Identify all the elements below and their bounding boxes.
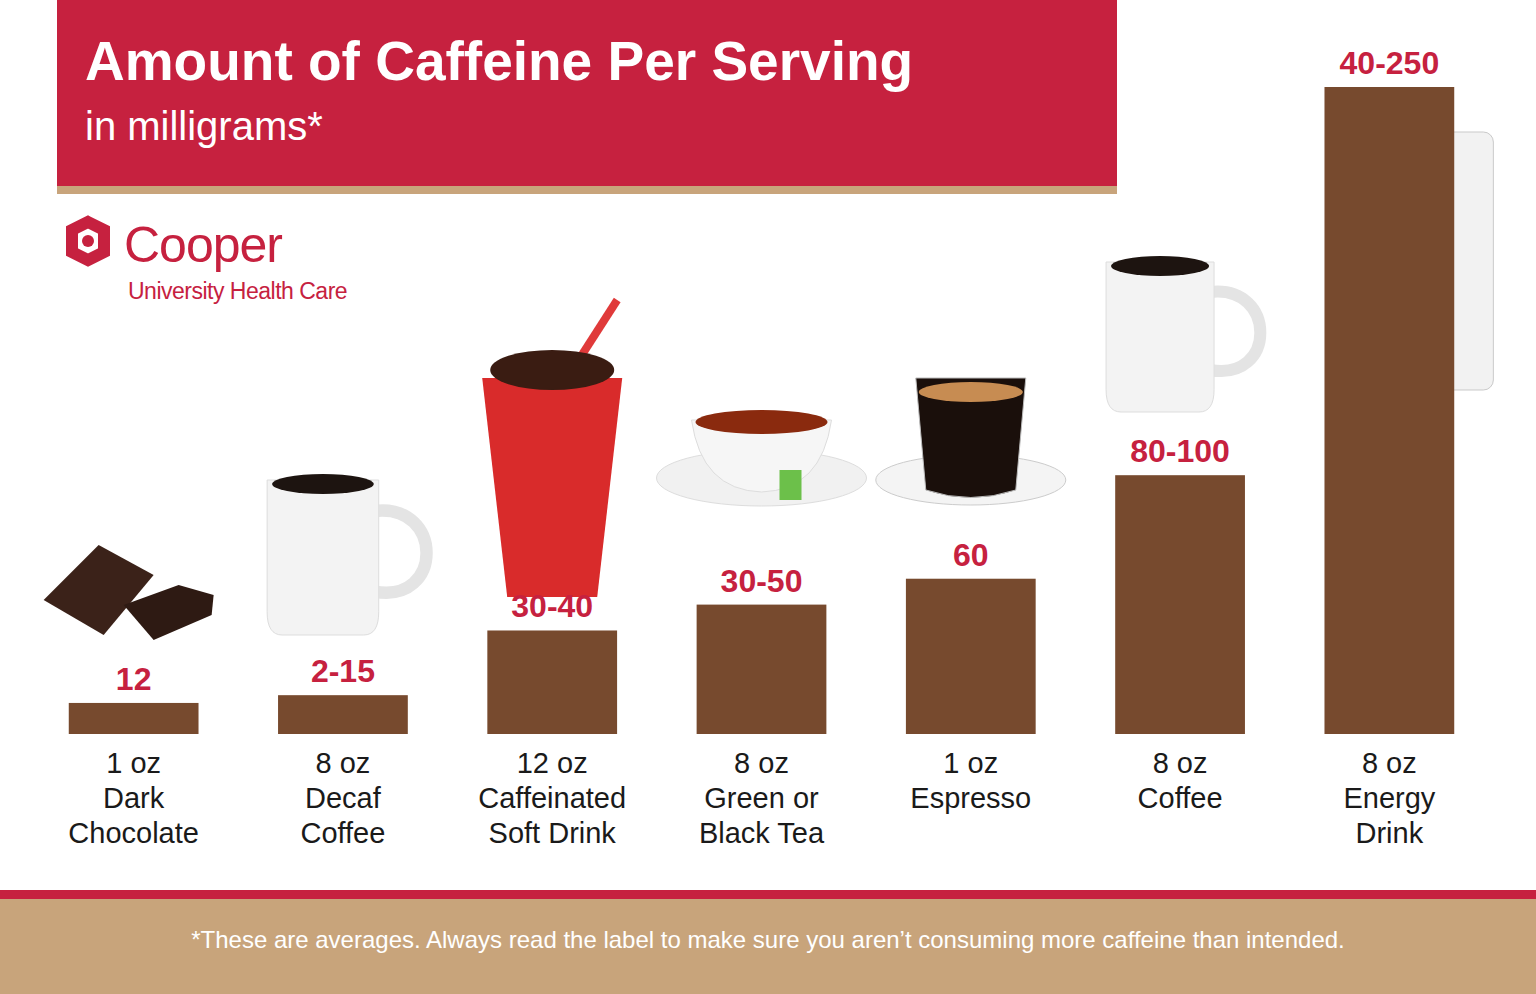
data-label: 2-15 xyxy=(311,653,375,689)
title: Amount of Caffeine Per Serving xyxy=(85,30,913,92)
mug-handle xyxy=(375,511,427,593)
category-label-line: Coffee xyxy=(300,817,385,849)
category-label-line: Coffee xyxy=(1138,782,1223,814)
data-labels: 12 2-15 30-40 30-50 60 80-100 40-250 xyxy=(116,45,1439,697)
bar xyxy=(69,703,199,734)
category-label-line: 8 oz xyxy=(1362,747,1417,779)
mug-icon xyxy=(267,474,426,635)
ice xyxy=(490,350,614,390)
glass xyxy=(916,378,1026,498)
category-label-line: Soft Drink xyxy=(489,817,617,849)
icons xyxy=(44,132,1494,640)
category-label: 8 ozDecafCoffee xyxy=(300,747,385,849)
category-label-line: Dark xyxy=(103,782,165,814)
crema xyxy=(919,382,1023,402)
category-label-line: Chocolate xyxy=(68,817,199,849)
logo-dot xyxy=(82,235,94,247)
bar xyxy=(278,695,408,734)
soft-drink-icon xyxy=(482,300,622,597)
category-label-line: Caffeinated xyxy=(478,782,626,814)
category-label-line: Decaf xyxy=(305,782,382,814)
mug-body xyxy=(1106,262,1214,412)
category-label-line: 8 oz xyxy=(1153,747,1208,779)
logo-icon xyxy=(72,222,104,260)
mug-coffee xyxy=(1111,256,1209,276)
category-label-line: 8 oz xyxy=(734,747,789,779)
category-label-line: Espresso xyxy=(910,782,1031,814)
category-label: 1 ozEspresso xyxy=(910,747,1031,814)
chocolate-piece xyxy=(124,585,214,640)
data-label: 30-50 xyxy=(721,563,803,599)
tea xyxy=(696,410,828,434)
category-label: 8 ozCoffee xyxy=(1138,747,1223,814)
logo: Cooper University Health Care xyxy=(72,217,347,304)
category-label: 12 ozCaffeinatedSoft Drink xyxy=(478,747,626,849)
cup xyxy=(482,378,622,597)
category-labels: 1 ozDarkChocolate8 ozDecafCoffee12 ozCaf… xyxy=(68,747,1435,849)
logo-tagline: University Health Care xyxy=(128,278,347,304)
data-label: 60 xyxy=(953,537,989,573)
category-label-line: Drink xyxy=(1356,817,1424,849)
subtitle: in milligrams* xyxy=(85,104,323,148)
tea-tag xyxy=(780,470,802,500)
category-label: 1 ozDarkChocolate xyxy=(68,747,199,849)
mug-handle xyxy=(1210,292,1260,371)
data-label: 40-250 xyxy=(1340,45,1440,81)
footer-band xyxy=(0,899,1536,994)
bar xyxy=(906,579,1036,734)
data-label: 30-40 xyxy=(511,588,593,624)
mug-body xyxy=(267,480,379,635)
logo-name: Cooper xyxy=(124,217,282,273)
category-label: 8 ozEnergyDrink xyxy=(1343,747,1435,849)
tea-icon xyxy=(657,410,867,506)
espresso-icon xyxy=(876,378,1066,505)
mug-coffee xyxy=(272,474,374,494)
chocolate-piece xyxy=(44,545,154,635)
bar xyxy=(487,630,617,734)
bar xyxy=(1324,87,1454,734)
bar xyxy=(697,605,827,734)
footnote: *These are averages. Always read the lab… xyxy=(191,926,1345,953)
category-label: 8 ozGreen orBlack Tea xyxy=(699,747,825,849)
header-strip xyxy=(57,186,1117,194)
footer-line xyxy=(0,890,1536,899)
category-label-line: 1 oz xyxy=(943,747,998,779)
category-label-line: 8 oz xyxy=(316,747,371,779)
category-label-line: Energy xyxy=(1343,782,1435,814)
mug-icon xyxy=(1106,256,1260,412)
category-label-line: Black Tea xyxy=(699,817,825,849)
category-label-line: 12 oz xyxy=(517,747,588,779)
data-label: 12 xyxy=(116,661,152,697)
category-label-line: 1 oz xyxy=(106,747,161,779)
bar xyxy=(1115,475,1245,734)
chocolate-icon xyxy=(44,545,214,640)
chart: Amount of Caffeine Per Serving in milligr… xyxy=(0,0,1536,994)
data-label: 80-100 xyxy=(1130,433,1230,469)
category-label-line: Green or xyxy=(704,782,819,814)
header-band xyxy=(57,0,1117,186)
plot xyxy=(69,87,1454,734)
